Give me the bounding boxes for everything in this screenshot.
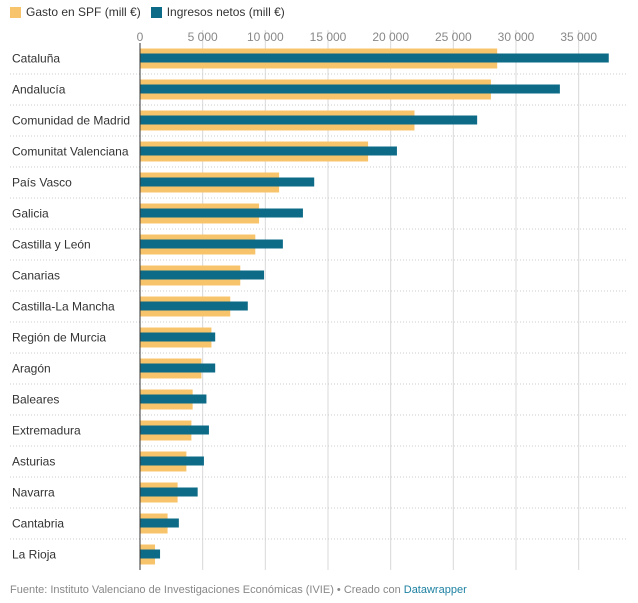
x-tick-label: 35 000 [560,30,597,44]
category-label: La Rioja [12,548,56,562]
bar-net [140,239,283,249]
bar-net [140,146,397,156]
bar-net [140,177,315,187]
category-label: Aragón [12,362,51,376]
category-label: Asturias [12,455,55,469]
legend-item-net[interactable]: Ingresos netos (mill €) [150,5,285,19]
category-label: Región de Murcia [12,331,106,345]
legend-swatch-net [150,6,162,18]
category-label: Cataluña [12,52,60,66]
source-text: Fuente: Instituto Valenciano de Investig… [10,584,404,596]
bar-net [140,456,204,466]
bar-net [140,270,265,280]
category-label: Navarra [12,486,55,500]
bar-net [140,115,478,125]
bar-net [140,394,207,404]
category-label: Cantabria [12,517,64,531]
bar-net [140,332,216,342]
bar-net [140,487,198,497]
legend-label-net: Ingresos netos (mill €) [166,5,285,19]
x-tick-label: 10 000 [247,30,284,44]
x-tick-label: 5 000 [188,30,218,44]
x-tick-label: 25 000 [435,30,472,44]
bar-net [140,84,560,94]
legend: Gasto en SPF (mill €) Ingresos netos (mi… [10,4,295,20]
bar-net [140,208,303,218]
bar-net [140,53,609,63]
category-label: País Vasco [12,176,72,190]
x-tick-label: 15 000 [310,30,347,44]
category-label: Castilla y León [12,238,91,252]
legend-swatch-spf [10,6,21,18]
bar-net [140,301,248,311]
category-label: Comunidad de Madrid [12,114,130,128]
bar-chart: 0 5 000 10 000 15 000 20 000 25 000 30 000 35 0… [10,30,628,570]
source-note: Fuente: Instituto Valenciano de Investig… [10,584,467,596]
category-label: Extremadura [12,424,81,438]
category-label: Andalucía [12,83,66,97]
datawrapper-link[interactable]: Datawrapper [403,584,467,596]
category-label: Castilla-La Mancha [12,300,115,314]
bar-net [140,363,216,373]
category-label: Canarias [12,269,60,283]
x-tick-label: 0 [137,30,144,44]
category-label: Baleares [12,393,59,407]
legend-label-spf: Gasto en SPF (mill €) [26,5,141,19]
legend-item-spf[interactable]: Gasto en SPF (mill €) [10,5,141,19]
bar-net [140,549,161,559]
x-tick-label: 20 000 [372,30,409,44]
category-label: Galicia [12,207,49,221]
x-tick-label: 30 000 [498,30,535,44]
bar-net [140,425,209,435]
bar-net [140,518,179,528]
category-label: Comunitat Valenciana [12,145,129,159]
